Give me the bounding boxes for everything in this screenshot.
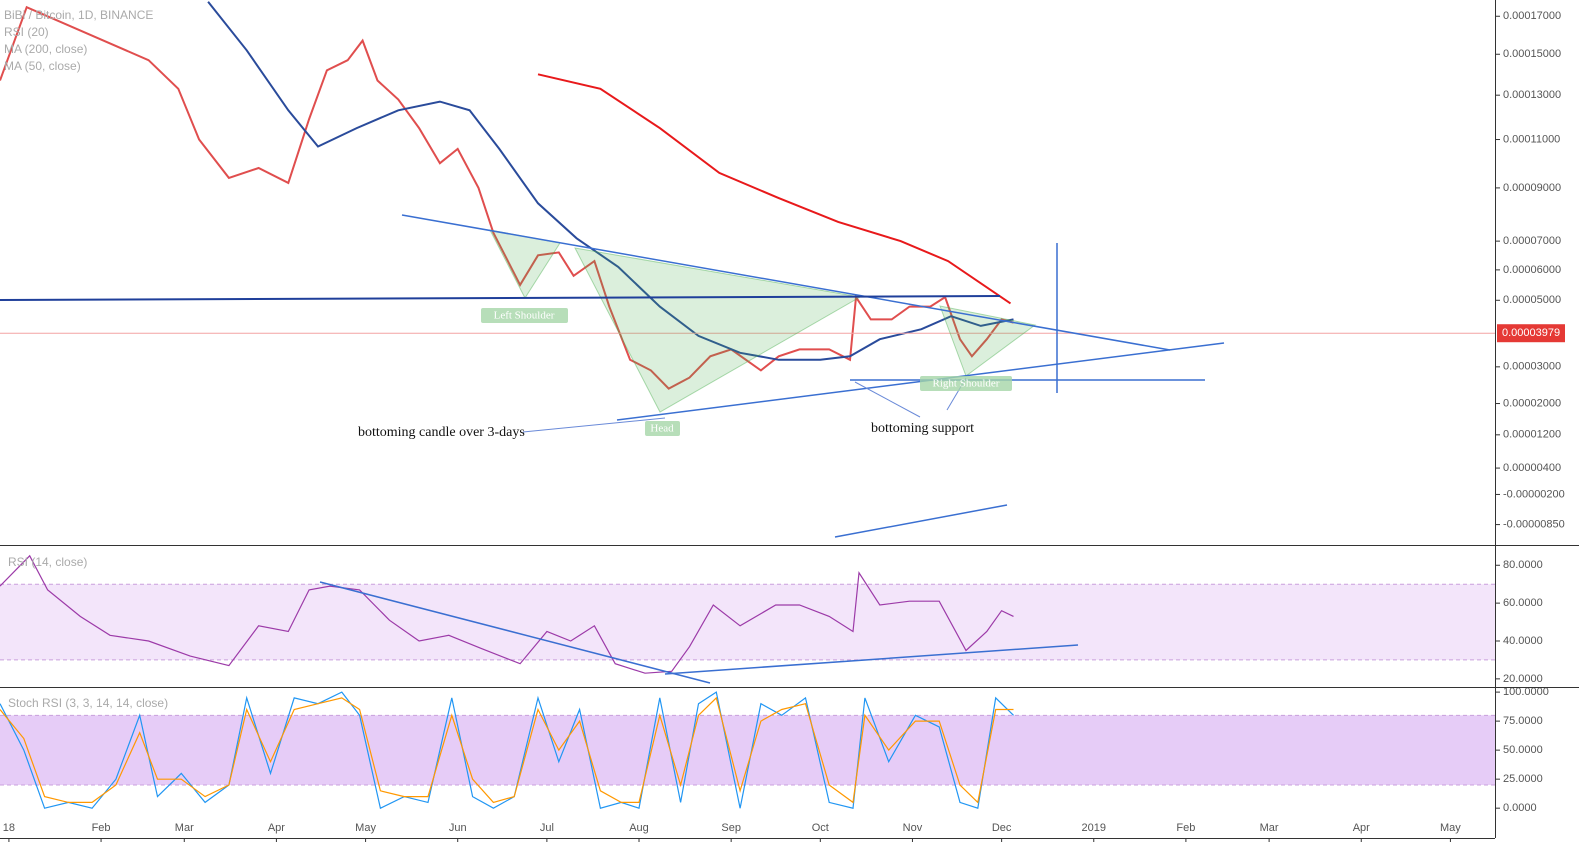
y-tick-label: 20.0000 xyxy=(1503,673,1543,685)
annotation: bottoming support xyxy=(871,421,974,436)
x-tick-label: 2019 xyxy=(1082,822,1106,834)
price-tag-label: 0.00003979 xyxy=(1502,327,1560,339)
x-tick-label: Nov xyxy=(903,822,923,834)
drawings: Left Shoulder Head Right Shoulder bottom… xyxy=(0,214,1225,684)
series-line xyxy=(537,73,1012,305)
right-shoulder-pattern xyxy=(939,305,1037,377)
y-tick-label: 0.0000 xyxy=(1503,802,1537,814)
y-tick-label: 0.00007000 xyxy=(1503,235,1561,247)
x-tick-label: Mar xyxy=(175,822,194,834)
arrow xyxy=(522,417,666,433)
annotation: Right Shoulder xyxy=(933,378,1000,390)
annotation: Head xyxy=(650,423,674,435)
y-tick-label: 0.00006000 xyxy=(1503,264,1561,276)
y-tick-label: 0.00001200 xyxy=(1503,429,1561,441)
y-tick-label: 60.0000 xyxy=(1503,597,1543,609)
y-tick-label: 0.00009000 xyxy=(1503,182,1561,194)
x-tick-label: Aug xyxy=(629,822,649,834)
x-tick-label: 18 xyxy=(3,822,15,834)
y-tick-label: 50.0000 xyxy=(1503,744,1543,756)
legend-entry: MA (50, close) xyxy=(4,59,81,73)
x-tick-label: Apr xyxy=(268,822,285,834)
y-tick-label: 0.00000400 xyxy=(1503,462,1561,474)
y-tick-label: 0.00013000 xyxy=(1503,89,1561,101)
y-tick-label: 80.0000 xyxy=(1503,559,1543,571)
volume-trend-line xyxy=(834,504,1008,538)
x-tick-label: Feb xyxy=(1176,822,1195,834)
price-tag xyxy=(1497,324,1565,343)
x-tick-label: Apr xyxy=(1353,822,1370,834)
rsi-trend-line xyxy=(319,581,711,684)
y-tick-label: 0.00002000 xyxy=(1503,397,1561,409)
x-tick-label: May xyxy=(1440,822,1461,834)
series-line xyxy=(0,696,1014,804)
y-tick-label: 0.00005000 xyxy=(1503,294,1561,306)
y-tick-label: 40.0000 xyxy=(1503,635,1543,647)
chart-title: BiBi / Bitcoin, 1D, BINANCE xyxy=(4,8,153,22)
head-pattern xyxy=(574,247,862,413)
y-tick-label: 0.00017000 xyxy=(1503,10,1561,22)
annotation: Left Shoulder xyxy=(494,310,555,322)
y-tick-label: 25.0000 xyxy=(1503,773,1543,785)
label-box xyxy=(481,308,568,323)
series-line xyxy=(0,554,1014,674)
y-tick-label: 100.0000 xyxy=(1503,686,1549,698)
arrow xyxy=(854,381,921,418)
panel-title: Stoch RSI (3, 3, 14, 14, close) xyxy=(8,696,168,710)
x-tick-label: Jul xyxy=(540,822,554,834)
x-tick-label: Mar xyxy=(1260,822,1279,834)
trend-line xyxy=(401,214,1171,351)
rsi-trend-line xyxy=(664,644,1079,675)
x-tick-label: Jun xyxy=(449,822,467,834)
label-box xyxy=(920,376,1012,391)
y-tick-label: 0.00015000 xyxy=(1503,48,1561,60)
legend-entry: MA (200, close) xyxy=(4,42,87,56)
y-tick-label: 0.00003000 xyxy=(1503,361,1561,373)
band xyxy=(0,715,1495,785)
series-line xyxy=(0,5,1014,390)
panel-title: RSI (14, close) xyxy=(8,555,87,569)
indicator-label: RSI (20) xyxy=(4,25,49,39)
y-tick-label: -0.00000200 xyxy=(1503,488,1565,500)
x-tick-label: Sep xyxy=(721,822,741,834)
neckline xyxy=(0,295,1001,301)
label-box xyxy=(645,421,680,436)
x-tick-label: Feb xyxy=(92,822,111,834)
annotation: bottoming candle over 3-days xyxy=(358,425,525,440)
x-tick-label: Oct xyxy=(812,822,829,834)
y-tick-label: -0.00000850 xyxy=(1503,518,1565,530)
series-line xyxy=(207,1,1014,361)
x-tick-label: May xyxy=(355,822,376,834)
y-tick-label: 0.00011000 xyxy=(1503,133,1560,145)
x-tick-label: Dec xyxy=(992,822,1012,834)
y-tick-label: 75.0000 xyxy=(1503,715,1543,727)
